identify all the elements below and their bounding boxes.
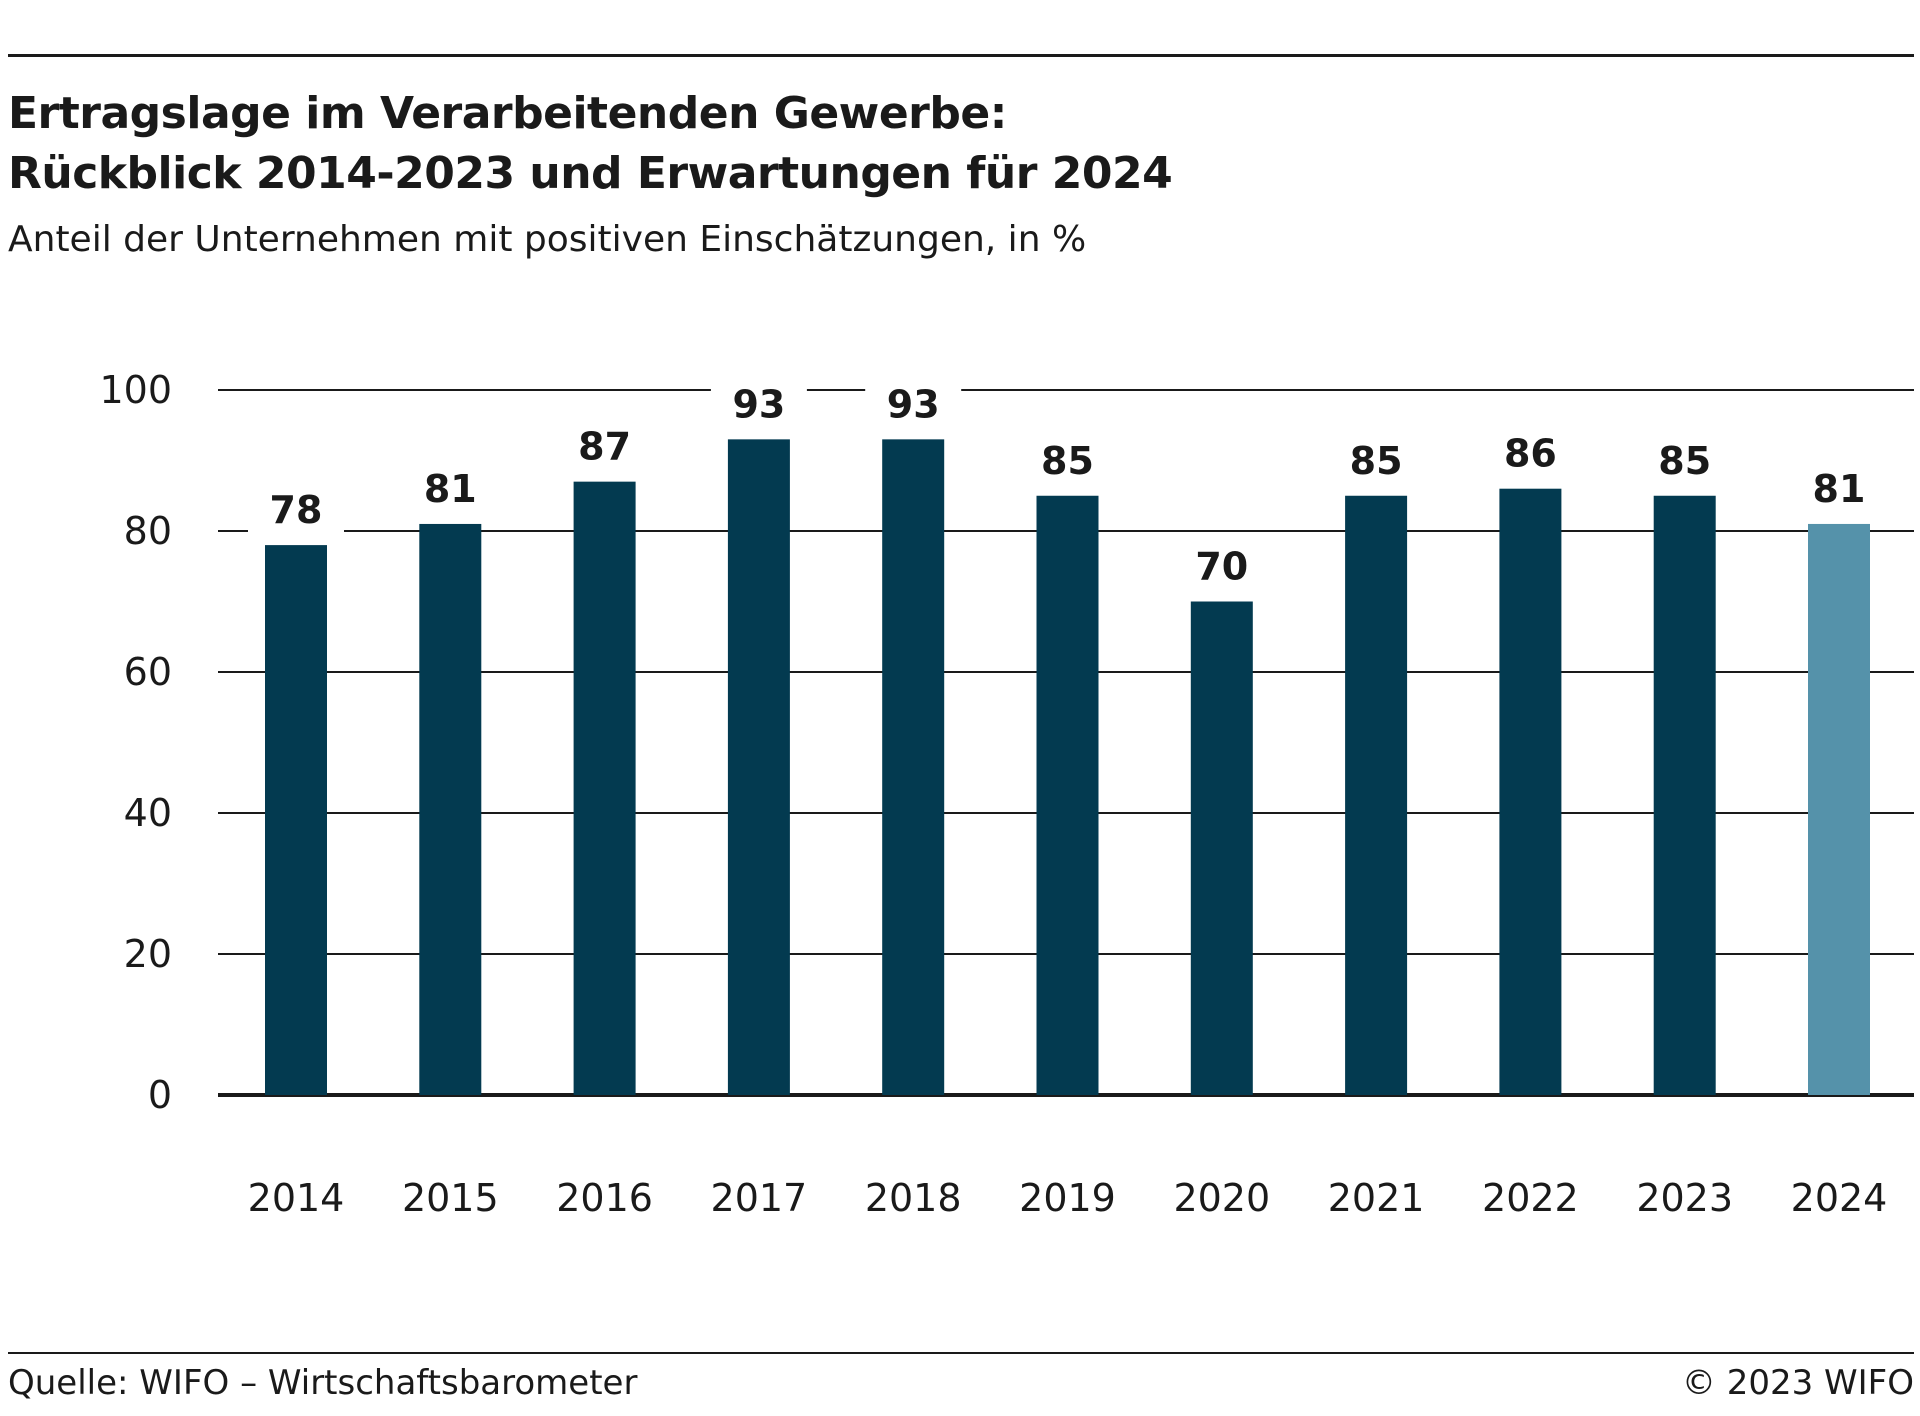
- y-axis-ticks: 0 20 40 60 80 100: [99, 368, 172, 1117]
- chart-title-line1: Ertragslage im Verarbeitenden Gewerbe:: [8, 88, 1007, 139]
- x-tick-label: 2017: [711, 1176, 808, 1220]
- data-label-background: [556, 419, 653, 472]
- data-label: 70: [1195, 545, 1248, 589]
- data-label: 85: [1350, 439, 1403, 483]
- x-tick-label: 2016: [556, 1176, 653, 1220]
- bar: [1653, 495, 1716, 1095]
- y-tick-label: 80: [124, 509, 172, 553]
- x-tick-label: 2020: [1173, 1176, 1270, 1220]
- data-label: 81: [1813, 467, 1866, 511]
- copyright-note: © 2023 WIFO: [1681, 1363, 1914, 1403]
- bar: [419, 523, 482, 1095]
- bar: [573, 481, 636, 1095]
- bar: [727, 439, 790, 1096]
- data-label-background: [1636, 433, 1733, 486]
- data-label: 85: [1041, 439, 1094, 483]
- x-tick-label: 2024: [1791, 1176, 1888, 1220]
- data-label: 93: [887, 382, 940, 426]
- bar: [882, 439, 945, 1096]
- bars: [265, 439, 1870, 1096]
- bar: [1808, 523, 1870, 1095]
- x-tick-label: 2019: [1019, 1176, 1116, 1220]
- top-rule: [8, 54, 1914, 57]
- x-tick-label: 2014: [248, 1176, 345, 1220]
- x-tick-label: 2018: [865, 1176, 962, 1220]
- chart-subtitle: Anteil der Unternehmen mit positiven Ein…: [8, 219, 1087, 260]
- data-label-background: [1791, 461, 1887, 514]
- source-note: Quelle: WIFO – Wirtschaftsbarometer: [8, 1363, 638, 1403]
- data-label: 87: [578, 425, 631, 469]
- x-tick-label: 2022: [1482, 1176, 1579, 1220]
- chart-title-line2: Rückblick 2014-2023 und Erwartungen für …: [8, 148, 1173, 199]
- data-label-background: [1328, 433, 1425, 486]
- bar: [265, 545, 327, 1095]
- data-label: 93: [732, 382, 785, 426]
- bar: [1036, 495, 1099, 1095]
- y-tick-label: 0: [148, 1073, 172, 1117]
- x-tick-label: 2015: [402, 1176, 499, 1220]
- data-label-background: [1173, 539, 1270, 592]
- x-tick-label: 2021: [1328, 1176, 1425, 1220]
- data-label: 86: [1504, 432, 1557, 476]
- data-label-background: [710, 377, 807, 430]
- x-tick-label: 2023: [1636, 1176, 1733, 1220]
- data-label: 81: [424, 467, 477, 511]
- data-label-background: [402, 461, 499, 514]
- bar: [1190, 601, 1253, 1095]
- data-label: 85: [1658, 439, 1711, 483]
- data-label-background: [1019, 433, 1116, 486]
- y-tick-label: 60: [124, 650, 172, 694]
- y-tick-label: 20: [124, 932, 172, 976]
- data-labels: 78 81 87 93 93 85 70 85 86 85 81: [248, 377, 1887, 592]
- y-tick-label: 40: [124, 791, 172, 835]
- data-label: 78: [270, 488, 323, 532]
- data-label-background: [1482, 426, 1579, 479]
- data-label-background: [248, 483, 344, 536]
- x-axis-ticks: 2014 2015 2016 2017 2018 2019 2020 2021 2022 2023…: [248, 1176, 1888, 1220]
- bar: [1345, 495, 1408, 1095]
- chart-title: Ertragslage im Verarbeitenden Gewerbe: R…: [8, 84, 1173, 204]
- bottom-rule: [8, 1352, 1914, 1354]
- bar: [1499, 488, 1562, 1095]
- data-label-background: [865, 377, 962, 430]
- y-tick-label: 100: [99, 368, 172, 412]
